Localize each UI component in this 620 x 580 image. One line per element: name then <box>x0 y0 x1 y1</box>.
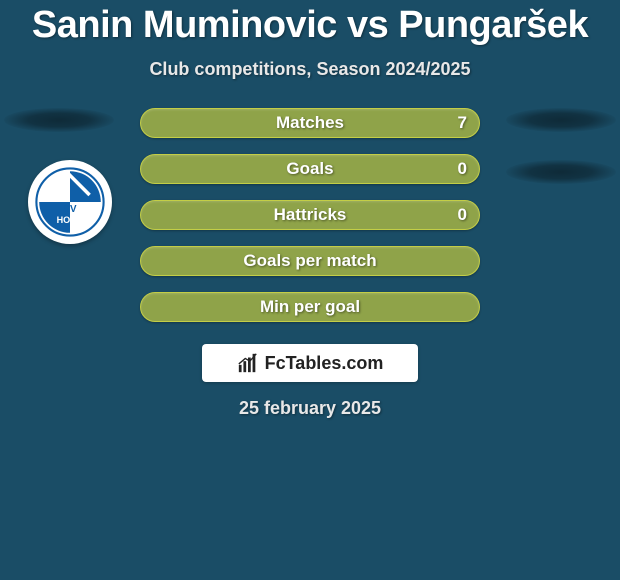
stat-label: Min per goal <box>260 297 360 317</box>
player-left-shadow <box>4 108 114 132</box>
svg-text:HORN: HORN <box>57 215 84 225</box>
stat-row: Goals 0 <box>140 154 480 184</box>
stat-rows: Matches 7 Goals 0 Hattricks 0 Goals per match M… <box>140 108 480 322</box>
brand-label: FcTables.com <box>265 353 384 374</box>
sv-horn-logo-icon: SV HORN <box>35 167 105 237</box>
player-right-shadow-1 <box>506 108 616 132</box>
stat-value-right: 0 <box>458 205 467 225</box>
stat-row: Hattricks 0 <box>140 200 480 230</box>
page-title: Sanin Muminovic vs Pungaršek <box>0 0 620 47</box>
brand-box[interactable]: FcTables.com <box>202 344 418 382</box>
date-label: 25 february 2025 <box>0 398 620 419</box>
stat-row: Matches 7 <box>140 108 480 138</box>
comparison-panel: SV HORN Matches 7 Goals 0 Hattricks 0 Goals pe… <box>0 108 620 322</box>
stat-label: Hattricks <box>274 205 347 225</box>
svg-text:SV: SV <box>63 204 77 215</box>
subtitle: Club competitions, Season 2024/2025 <box>0 59 620 80</box>
stat-label: Goals <box>286 159 333 179</box>
player-right-shadow-2 <box>506 160 616 184</box>
club-badge-left: SV HORN <box>28 160 112 244</box>
stat-label: Goals per match <box>243 251 376 271</box>
stat-label: Matches <box>276 113 344 133</box>
stat-row: Goals per match <box>140 246 480 276</box>
stat-value-right: 7 <box>458 113 467 133</box>
stat-value-right: 0 <box>458 159 467 179</box>
bar-chart-icon <box>237 352 259 374</box>
stat-row: Min per goal <box>140 292 480 322</box>
